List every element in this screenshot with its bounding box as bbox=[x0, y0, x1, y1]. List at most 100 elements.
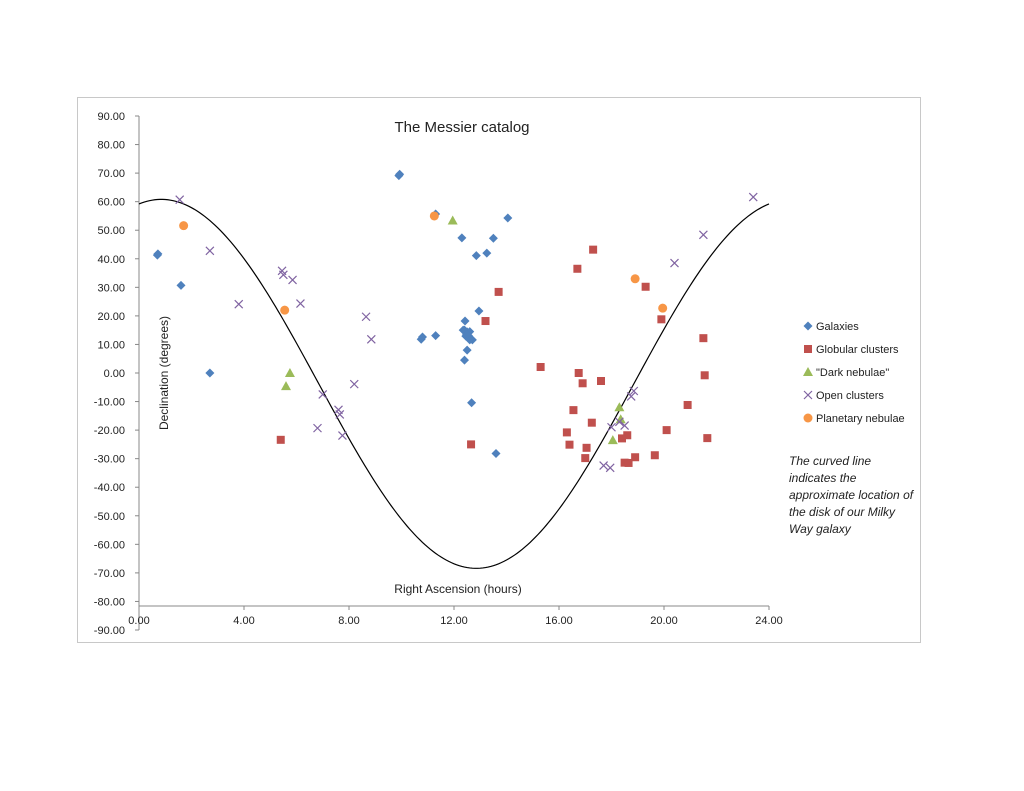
data-point bbox=[624, 458, 633, 467]
legend-marker bbox=[803, 367, 813, 376]
data-point bbox=[467, 335, 477, 345]
legend-label: Globular clusters bbox=[816, 344, 899, 356]
legend-label: Galaxies bbox=[816, 321, 859, 333]
data-point bbox=[471, 251, 481, 261]
y-tick-label: -70.00 bbox=[94, 568, 125, 580]
x-tick-label: 12.00 bbox=[440, 615, 468, 627]
scatter-chart: 90.00 80.00 70.00 60.00 50.00 40.00 30.00 20.00… bbox=[94, 111, 905, 637]
data-point bbox=[503, 213, 513, 223]
data-point bbox=[335, 409, 345, 419]
data-point bbox=[662, 426, 671, 435]
x-tick-label: 24.00 bbox=[755, 615, 783, 627]
data-point bbox=[629, 386, 639, 396]
y-tick-label: -10.00 bbox=[94, 397, 125, 409]
data-point bbox=[641, 282, 650, 291]
data-point bbox=[631, 453, 640, 462]
data-point bbox=[313, 423, 322, 433]
data-point bbox=[597, 376, 605, 385]
axes: 90.00 80.00 70.00 60.00 50.00 40.00 30.00 20.00… bbox=[94, 111, 783, 637]
data-point bbox=[284, 368, 295, 377]
data-point bbox=[536, 363, 545, 372]
data-point bbox=[620, 421, 630, 430]
legend-label: Planetary nebulae bbox=[816, 413, 905, 425]
data-point bbox=[418, 332, 427, 342]
data-point bbox=[698, 230, 708, 240]
data-points bbox=[152, 169, 758, 473]
data-point bbox=[474, 306, 484, 316]
data-point bbox=[467, 398, 477, 408]
data-point bbox=[569, 406, 578, 415]
data-point bbox=[462, 329, 472, 339]
series-0 bbox=[152, 169, 513, 459]
legend-marker bbox=[803, 321, 813, 331]
y-tick-label: 10.00 bbox=[97, 339, 125, 351]
x-tick-label: 8.00 bbox=[338, 615, 359, 627]
data-point bbox=[491, 449, 501, 459]
data-point bbox=[574, 369, 583, 377]
y-tick-label: 60.00 bbox=[97, 197, 125, 209]
series-3 bbox=[175, 192, 758, 473]
curve-annotation: The curved line indicates the approximat… bbox=[789, 454, 914, 536]
y-tick-label: -60.00 bbox=[94, 539, 125, 551]
data-point bbox=[626, 391, 636, 401]
data-point bbox=[494, 287, 503, 296]
data-point bbox=[589, 245, 598, 254]
data-point bbox=[658, 303, 668, 313]
y-tick-label: 80.00 bbox=[97, 140, 125, 152]
data-point bbox=[748, 192, 758, 202]
y-tick-label: -50.00 bbox=[94, 511, 125, 523]
legend: Galaxies Globular clusters "Dark nebulae" O… bbox=[803, 321, 905, 425]
data-point bbox=[153, 249, 163, 259]
data-point bbox=[614, 402, 625, 412]
data-point bbox=[467, 440, 476, 449]
legend-marker bbox=[803, 413, 813, 423]
data-point bbox=[349, 379, 359, 389]
y-tick-label: -80.00 bbox=[94, 596, 125, 608]
data-point bbox=[281, 381, 291, 391]
data-point bbox=[623, 431, 632, 440]
data-point bbox=[278, 270, 288, 280]
data-point bbox=[288, 275, 297, 285]
x-axis-title: Right Ascension (hours) bbox=[394, 582, 521, 596]
data-point bbox=[581, 454, 590, 463]
chart-frame: 90.00 80.00 70.00 60.00 50.00 40.00 30.00 20.00… bbox=[77, 97, 921, 643]
data-point bbox=[361, 312, 371, 322]
data-point bbox=[699, 334, 708, 343]
data-point bbox=[296, 299, 305, 309]
data-point bbox=[599, 461, 609, 470]
data-point bbox=[395, 169, 405, 179]
data-point bbox=[614, 417, 624, 427]
data-point bbox=[482, 248, 492, 258]
data-point bbox=[562, 428, 571, 437]
data-point bbox=[460, 355, 469, 365]
data-point bbox=[630, 274, 640, 284]
data-point bbox=[205, 368, 215, 378]
y-tick-label: -90.00 bbox=[94, 625, 125, 637]
legend-label: Open clusters bbox=[816, 390, 884, 402]
y-tick-label: 0.00 bbox=[104, 368, 125, 380]
data-point bbox=[700, 371, 709, 380]
x-tick-label: 0.00 bbox=[128, 615, 149, 627]
data-point bbox=[276, 435, 285, 444]
data-point bbox=[462, 345, 472, 355]
series-4 bbox=[179, 211, 668, 315]
x-tick-label: 20.00 bbox=[650, 615, 678, 627]
y-axis-title: Declination (degrees) bbox=[157, 316, 171, 430]
data-point bbox=[607, 422, 616, 432]
y-tick-label: -30.00 bbox=[94, 454, 125, 466]
y-tick-label: -20.00 bbox=[94, 425, 125, 437]
data-point bbox=[431, 331, 441, 341]
y-tick-label: 70.00 bbox=[97, 168, 125, 180]
data-point bbox=[429, 211, 439, 221]
data-point bbox=[573, 264, 582, 273]
data-point bbox=[458, 325, 468, 335]
data-point bbox=[650, 451, 659, 460]
y-tick-label: 20.00 bbox=[97, 311, 125, 323]
data-point bbox=[488, 233, 498, 243]
y-tick-label: -40.00 bbox=[94, 482, 125, 494]
data-point bbox=[683, 400, 692, 409]
data-point bbox=[565, 440, 574, 449]
data-point bbox=[447, 215, 458, 225]
data-point bbox=[366, 334, 376, 344]
data-point bbox=[618, 434, 626, 443]
